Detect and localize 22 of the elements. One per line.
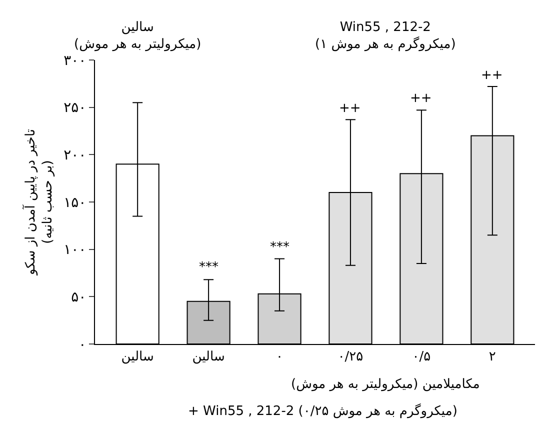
y-tick-label: ۵۰ (71, 290, 86, 306)
annotation: *** (270, 240, 290, 255)
y-tick-label: ۱۵۰ (64, 194, 86, 211)
y-tick-label: ۰ (78, 336, 86, 353)
annotation: ++ (410, 91, 432, 106)
annotation: ++ (339, 101, 361, 116)
x-tick-label: سالین (121, 350, 154, 365)
annotation: *** (199, 260, 219, 275)
x-tick-label: ۰/۲۵ (338, 350, 364, 365)
text: سالین (میکرولیتر به هر موش) (74, 20, 202, 52)
y-tick-label: ۲۰۰ (64, 148, 86, 164)
x-tick-label: ۰ (276, 350, 284, 365)
annotation: ++ (481, 68, 503, 83)
x-tick-label: ۲ (488, 350, 496, 365)
x-tick-label: ۰/۵ (412, 350, 431, 365)
y-axis-title: تاخیر در پایین آمدن از سکو (بر حسب ثانیه) (22, 128, 56, 276)
y-tick-label: ۳۰۰ (64, 52, 86, 69)
y-tick-label: ۲۵۰ (64, 100, 86, 116)
x-tick-label: سالین (192, 350, 225, 365)
y-tick-label: ۱۰۰ (64, 242, 86, 258)
text: مکامیلامین (میکرولیتر به هر موش) (291, 377, 480, 392)
text: + Win55 , 212-2 (۰/۲۵ میکروگرم به هر موش) (188, 403, 458, 419)
